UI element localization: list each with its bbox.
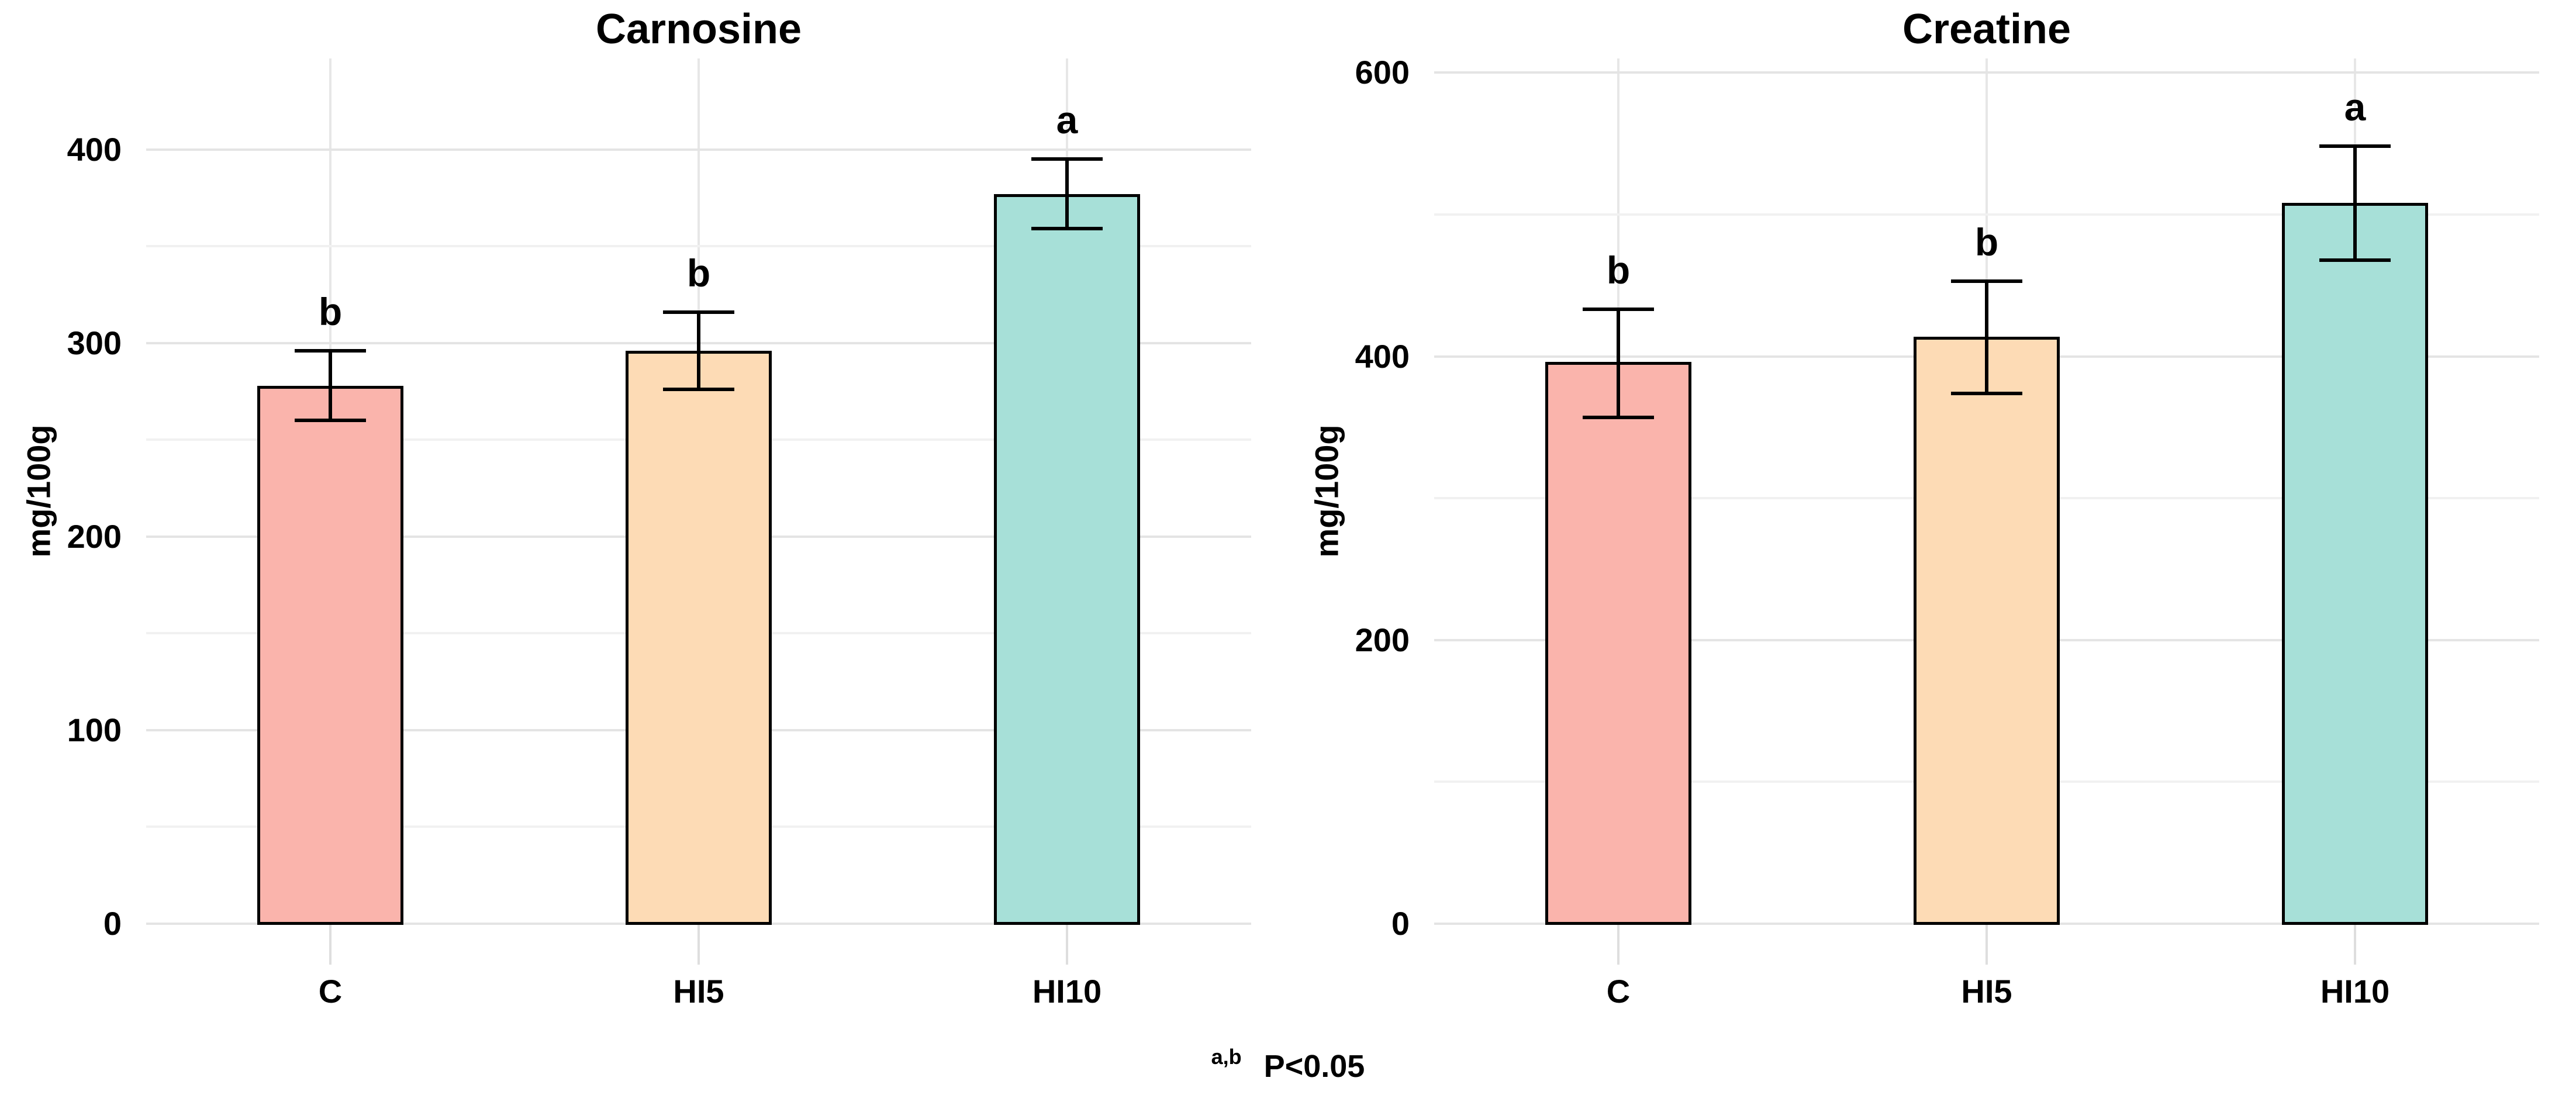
error-bar-cap-bottom [295, 419, 366, 423]
x-tick-mark [329, 924, 332, 965]
error-bar-line [697, 312, 700, 390]
x-tick-label: HI10 [2320, 973, 2390, 1010]
error-bar-cap-top [1583, 308, 1654, 312]
minor-gridline [146, 245, 1251, 248]
y-tick-label: 100 [67, 711, 122, 748]
bar [626, 350, 772, 925]
bar [2282, 203, 2428, 925]
major-gridline [1434, 71, 2539, 74]
error-bar-line [329, 350, 332, 421]
footnote-text: P<0.05 [1263, 1049, 1365, 1084]
error-bar-line [2353, 146, 2357, 260]
error-bar-cap-bottom [1031, 227, 1103, 231]
x-tick-label: C [1606, 973, 1631, 1010]
major-gridline [146, 148, 1251, 151]
footnote-superscript: a,b [1211, 1045, 1242, 1069]
y-tick-label: 200 [1355, 621, 1410, 658]
bar [1545, 362, 1691, 925]
error-bar-cap-top [663, 310, 734, 314]
x-tick-label: HI10 [1032, 973, 1102, 1010]
significance-letter: a [2344, 85, 2366, 129]
chart-title: Creatine [1902, 6, 2071, 53]
error-bar-cap-bottom [1951, 391, 2022, 395]
carnosine-chart-panel: 0 100 200 300 400 C HI5 HI10 b b a Carnosine mg/100g [0, 0, 1288, 1020]
significance-letter: a [1056, 98, 1078, 142]
error-bar-cap-bottom [2319, 258, 2391, 262]
x-tick-mark [697, 924, 700, 965]
significance-letter: b [318, 289, 343, 333]
error-bar-cap-top [2319, 144, 2391, 148]
error-bar-cap-top [295, 348, 366, 353]
minor-gridline [1434, 213, 2539, 216]
error-bar-line [1065, 159, 1069, 229]
error-bar-line [1985, 281, 1988, 393]
y-tick-label: 0 [1391, 905, 1410, 942]
x-tick-mark [2354, 924, 2356, 965]
creatine-chart-panel: 0 200 400 600 C HI5 HI10 b b a Creatine mg/100g [1288, 0, 2576, 1020]
y-axis-title: mg/100g [1308, 424, 1345, 558]
error-bar-cap-bottom [1583, 415, 1654, 419]
error-bar-cap-top [1031, 157, 1103, 161]
x-tick-label: HI5 [673, 973, 724, 1010]
x-tick-mark [1985, 924, 1988, 965]
significance-letter: b [1606, 248, 1631, 292]
y-tick-label: 400 [1355, 337, 1410, 375]
significance-letter: b [686, 251, 711, 295]
chart-title: Carnosine [595, 6, 802, 53]
bar [994, 194, 1140, 925]
error-bar-cap-top [1951, 279, 2022, 283]
bar [1914, 336, 2060, 925]
y-tick-label: 200 [67, 517, 122, 555]
bar [257, 385, 403, 925]
error-bar-cap-bottom [663, 388, 734, 392]
y-tick-label: 400 [67, 130, 122, 168]
significance-letter: b [1974, 220, 1999, 264]
x-tick-label: HI5 [1961, 973, 2012, 1010]
significance-footnote: a,b P<0.05 [0, 1039, 2576, 1084]
x-tick-label: C [318, 973, 343, 1010]
x-tick-mark [1066, 924, 1068, 965]
y-axis-title: mg/100g [20, 424, 57, 558]
y-tick-label: 0 [103, 905, 122, 942]
x-tick-mark [1617, 924, 1620, 965]
error-bar-line [1617, 309, 1620, 417]
y-tick-label: 300 [67, 324, 122, 361]
y-tick-label: 600 [1355, 54, 1410, 91]
